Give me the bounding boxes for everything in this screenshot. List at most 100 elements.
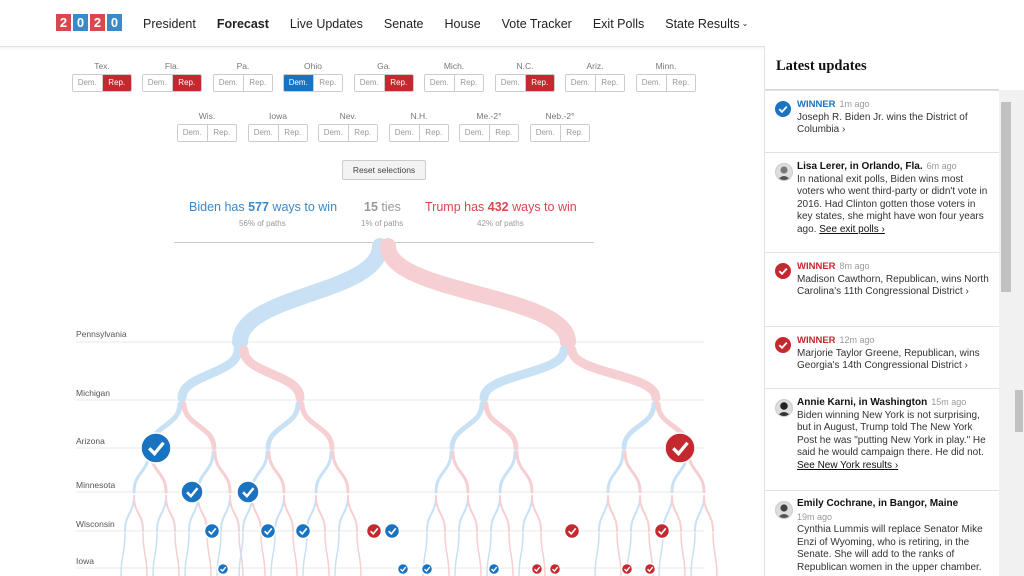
tree-branch [283,495,294,532]
election-2020-logo[interactable]: 2 0 2 0 [56,14,122,31]
dem-button[interactable]: Dem. [249,125,278,141]
winner-check-icon [620,562,634,576]
winner-check-icon [563,522,581,540]
see-new-york-results-link[interactable]: See New York results › [797,459,899,471]
dem-button[interactable]: Dem. [460,125,489,141]
rep-button[interactable]: Rep. [101,75,131,91]
tree-branch [467,495,478,532]
dem-button[interactable]: Dem. [73,75,102,91]
winner-check-icon [294,522,312,540]
nav-vote-tracker[interactable]: Vote Tracker [501,17,572,31]
ties-summary: 15 ties [364,200,401,214]
rep-button[interactable]: Rep. [524,75,554,91]
author-avatar [775,399,793,417]
tree-branch [486,532,492,576]
update-item[interactable]: Lisa Lerer, in Orlando, Fla. 6m ago In na… [765,152,999,253]
nav-state-results[interactable]: State Results ⌄ [665,17,748,31]
nav-forecast[interactable]: Forecast [216,17,269,31]
state-name: N.C. [516,61,534,71]
update-text[interactable]: Madison Cawthorn, Republican, wins North… [797,273,989,298]
state-name: N.H. [410,111,428,121]
ties-count: 15 [364,200,378,214]
state-name: Ohio [304,61,322,71]
dem-button[interactable]: Dem. [637,75,666,91]
update-item[interactable]: WINNER 12m ago Marjorie Taylor Greene, Re… [765,326,999,389]
update-text[interactable]: Marjorie Taylor Greene, Republican, wins… [797,347,980,372]
state-toggle-group: Iowa Dem. Rep. [248,110,308,142]
dem-button[interactable]: Dem. [531,125,560,141]
rep-button[interactable]: Rep. [559,125,589,141]
dem-button[interactable]: Dem. [178,125,207,141]
reset-selections-button[interactable]: Reset selections [342,160,426,180]
tree-branch [680,532,686,576]
paths-to-victory-tree [76,238,718,576]
nav-house[interactable]: House [444,17,481,31]
rep-button[interactable]: Rep. [347,125,377,141]
sidebar-scrollbar-thumb[interactable] [1001,102,1011,292]
party-toggle: Dem. Rep. [318,124,378,142]
rep-button[interactable]: Rep. [488,125,518,141]
top-navigation-bar: 2 0 2 0 President Forecast Live Updates … [0,0,1024,47]
tree-branch [435,495,446,532]
update-text: Cynthia Lummis will replace Senator Mike… [797,524,983,573]
author-name: Emily Cochrane, in Bangor, Maine [797,498,959,509]
tree-branch [177,345,243,403]
nav-live-updates[interactable]: Live Updates [289,17,363,31]
nav-president[interactable]: President [143,17,196,31]
rep-button[interactable]: Rep. [383,75,413,91]
logo-digit: 2 [90,14,105,31]
update-item[interactable]: WINNER 8m ago Madison Cawthorn, Republica… [765,252,999,327]
dem-button[interactable]: Dem. [214,75,243,91]
rep-button[interactable]: Rep. [453,75,483,91]
dem-button[interactable]: Dem. [319,125,348,141]
tree-branch [522,495,533,532]
update-text[interactable]: Joseph R. Biden Jr. wins the District of… [797,111,968,136]
dem-button[interactable]: Dem. [143,75,172,91]
tree-branch [449,401,485,451]
nav-senate[interactable]: Senate [383,17,424,31]
dem-button[interactable]: Dem. [390,125,419,141]
dem-button[interactable]: Dem. [284,75,313,91]
winner-label: WINNER [797,99,836,110]
latest-updates-sidebar: Latest updates WINNER 1m ago Joseph R. Bi… [764,46,1024,576]
nav-exit-polls[interactable]: Exit Polls [592,17,645,31]
update-item[interactable]: WINNER 1m ago Joseph R. Biden Jr. wins th… [765,90,999,153]
update-item[interactable]: Emily Cochrane, in Bangor, Maine 19m ago… [765,490,999,576]
state-toggle-group: Mich. Dem. Rep. [424,60,484,92]
dem-button[interactable]: Dem. [355,75,384,91]
tree-branch [238,532,244,576]
see-exit-polls-link[interactable]: See exit polls › [819,223,885,235]
dem-button[interactable]: Dem. [496,75,525,91]
biden-suffix: ways to win [268,200,338,214]
sidebar-title: Latest updates [776,58,867,74]
rep-button[interactable]: Rep. [665,75,695,91]
dem-button[interactable]: Dem. [425,75,454,91]
tree-gridlines [76,341,704,569]
state-name: Ariz. [586,61,604,71]
rep-button[interactable]: Rep. [242,75,272,91]
winner-check-icon [653,522,671,540]
rep-button[interactable]: Rep. [418,125,448,141]
rep-button[interactable]: Rep. [277,125,307,141]
update-item[interactable]: Annie Karni, in Washington 15m ago Biden … [765,388,999,491]
rep-button[interactable]: Rep. [206,125,236,141]
tree-branch [616,532,622,576]
tree-branch [299,401,335,451]
rep-button[interactable]: Rep. [171,75,201,91]
state-name: Mich. [443,61,465,71]
nav-state-results-label: State Results [665,17,740,31]
dem-button[interactable]: Dem. [566,75,595,91]
state-name: Wis. [198,111,216,121]
rep-button[interactable]: Rep. [594,75,624,91]
page-scrollbar-thumb[interactable] [1015,390,1023,432]
state-toggle-group: Wis. Dem. Rep. [177,110,237,142]
tree-branch [331,450,350,494]
timestamp: 6m ago [926,161,957,171]
rep-button[interactable]: Rep. [312,75,342,91]
timestamp: 12m ago [839,335,875,345]
state-name: Ga. [377,61,391,71]
winner-check-icon [236,480,260,504]
logo-digit: 2 [56,14,71,31]
timestamp: 15m ago [931,397,967,407]
party-toggle: Dem. Rep. [354,74,414,92]
